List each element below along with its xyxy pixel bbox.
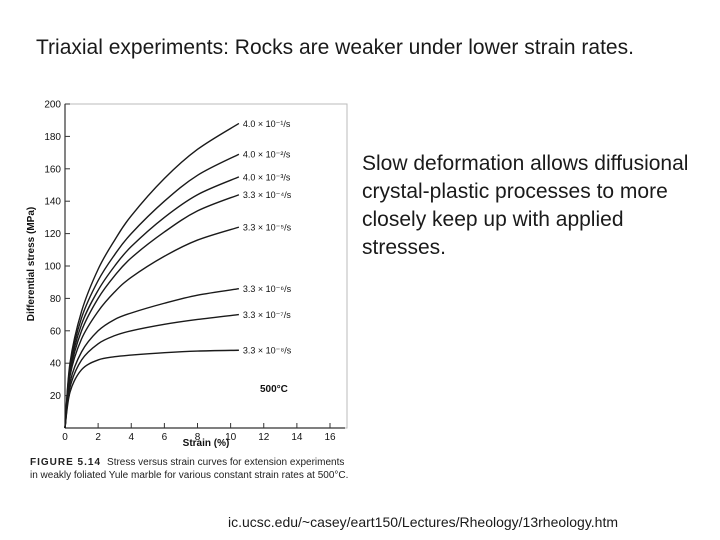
x-tick-label: 6 [162, 432, 168, 443]
curve-series-4 [64, 194, 240, 429]
curve-series-6 [64, 287, 240, 429]
source-url: ic.ucsc.edu/~casey/eart150/Lectures/Rheo… [228, 514, 619, 530]
y-tick-label: 100 [44, 262, 61, 273]
stress-strain-chart: 0 2 4 6 8 10 12 14 1620406080100120140160180200 … [26, 100, 348, 449]
caption-text: Stress versus strain curves for extensio… [30, 457, 349, 481]
axes-layer: 0 2 4 6 8 10 12 14 16 20 40 60 80 100 120 140 160 180 200 [44, 100, 345, 443]
y-tick-label: 60 [50, 326, 62, 337]
y-tick-label: 80 [50, 294, 62, 305]
curves-layer [64, 122, 240, 429]
curve-series-2 [64, 153, 240, 429]
series-label-2: 4.0 × 10⁻²/s [243, 150, 291, 160]
curve-series-1 [64, 122, 240, 429]
x-tick-label: 12 [258, 432, 270, 443]
labels-layer: 4.0 × 10⁻¹/s 4.0 × 10⁻²/s 4.0 × 10⁻³/s 3.3 … [243, 119, 292, 356]
x-axis-label: Strain (%) [183, 438, 230, 449]
y-tick-label: 200 [44, 100, 61, 111]
curve-series-8 [64, 349, 239, 429]
y-tick-label: 180 [44, 132, 61, 143]
x-tick-label: 8 [195, 432, 201, 443]
temperature-annotation: 500°C [260, 384, 288, 395]
explanation-text: Slow deformation allows diffusional crys… [362, 152, 689, 259]
figure-caption: FIGURE 5.14 Stress versus strain curves f… [30, 456, 350, 482]
y-tick-label: 140 [44, 197, 61, 208]
figure-label: FIGURE 5.14 [30, 457, 102, 468]
x-tick-label: 4 [128, 432, 134, 443]
series-label-3: 4.0 × 10⁻³/s [243, 172, 291, 182]
x-tick-label: 16 [324, 432, 336, 443]
y-tick-label: 40 [50, 359, 62, 370]
x-tick-label: 14 [291, 432, 303, 443]
curve-series-5 [64, 226, 240, 429]
series-label-8: 3.3 × 10⁻⁸/s [243, 346, 292, 356]
series-label-5: 3.3 × 10⁻⁵/s [243, 223, 292, 233]
series-label-1: 4.0 × 10⁻¹/s [243, 119, 291, 129]
curve-series-3 [64, 176, 240, 429]
y-axis-label: Differential stress (MPa) [26, 207, 37, 321]
series-label-4: 3.3 × 10⁻⁴/s [243, 190, 292, 200]
y-tick-label: 20 [50, 391, 62, 402]
x-tick-label: 10 [225, 432, 237, 443]
y-tick-label: 120 [44, 229, 61, 240]
y-tick-label: 160 [44, 164, 61, 175]
series-label-6: 3.3 × 10⁻⁶/s [243, 284, 292, 294]
slide-title: Triaxial experiments: Rocks are weaker u… [36, 36, 634, 59]
x-tick-label: 0 [62, 432, 68, 443]
x-tick-label: 2 [95, 432, 101, 443]
series-label-7: 3.3 × 10⁻⁷/s [243, 310, 291, 320]
curve-series-7 [64, 313, 239, 429]
